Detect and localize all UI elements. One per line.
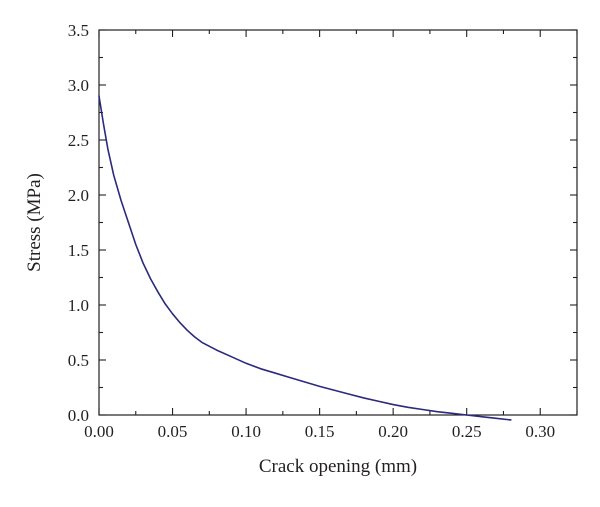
- y-tick-label: 1.5: [68, 241, 89, 260]
- x-tick-label: 0.30: [525, 422, 555, 441]
- x-axis-title: Crack opening (mm): [259, 456, 417, 477]
- x-tick-label: 0.05: [158, 422, 188, 441]
- y-tick-label: 0.0: [68, 406, 89, 425]
- x-tick-label: 0.20: [378, 422, 408, 441]
- x-tick-label: 0.15: [305, 422, 335, 441]
- x-tick-label: 0.10: [231, 422, 261, 441]
- y-tick-label: 1.0: [68, 296, 89, 315]
- tick-labels: 0.00 0.05 0.10 0.15 0.20 0.25 0.30 0.0 0.5 1.0 1.5…: [68, 21, 555, 441]
- series-line: [98, 95, 512, 421]
- y-tick-label: 0.5: [68, 351, 89, 370]
- y-tick-label: 2.5: [68, 131, 89, 150]
- y-axis-title: Stress (MPa): [24, 173, 45, 272]
- plot-frame: [98, 29, 578, 416]
- y-tick-label: 3.5: [68, 21, 89, 40]
- axis-ticks: [98, 29, 578, 416]
- y-tick-label: 2.0: [68, 186, 89, 205]
- x-tick-label: 0.25: [452, 422, 482, 441]
- y-tick-label: 3.0: [68, 76, 89, 95]
- x-tick-label: 0.00: [84, 422, 114, 441]
